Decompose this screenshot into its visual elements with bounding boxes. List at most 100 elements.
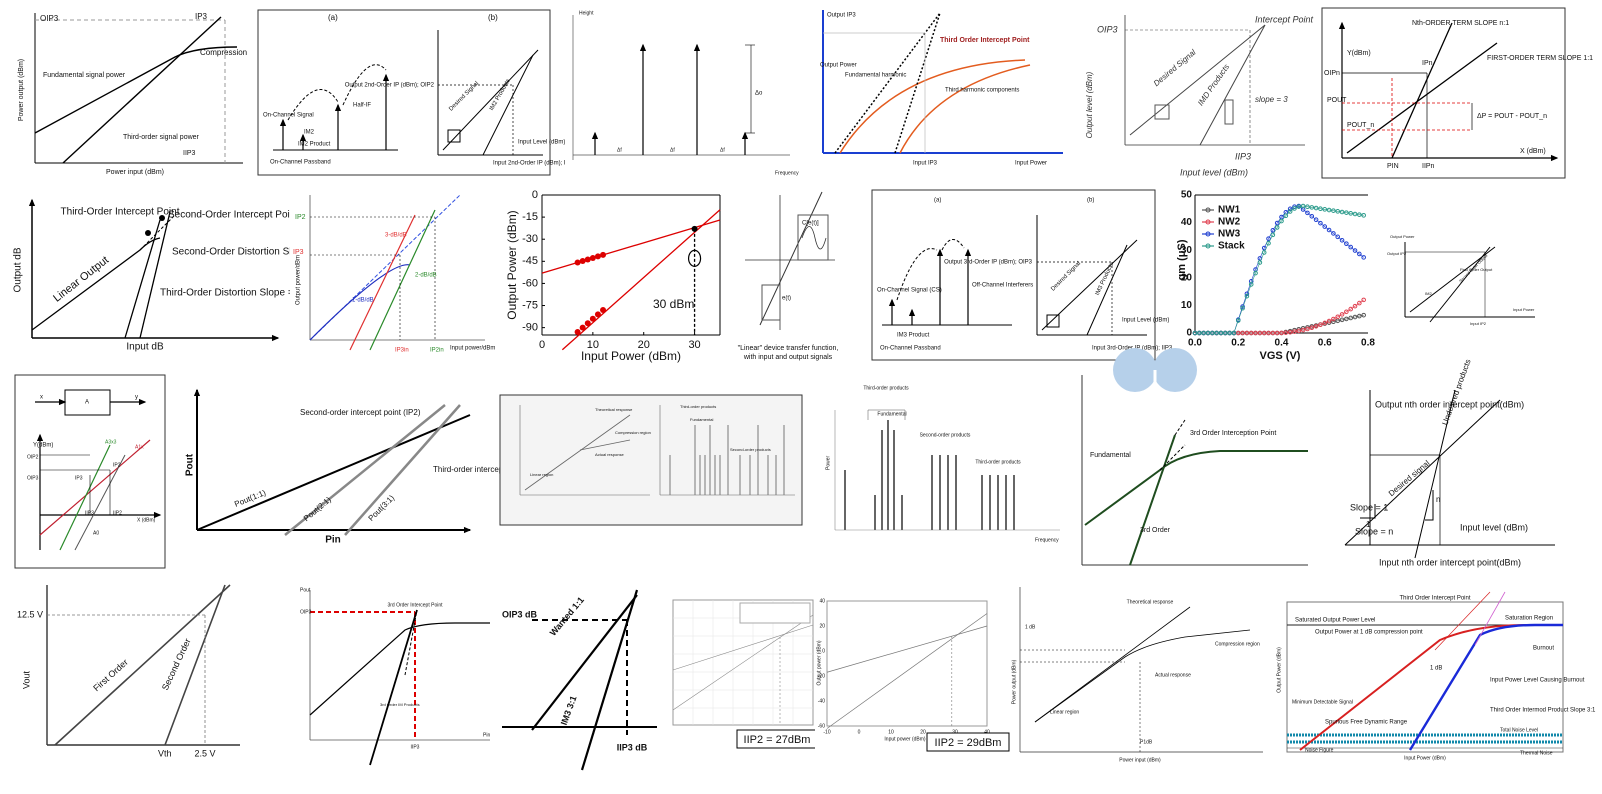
label: 3rd Order Interception Point bbox=[1190, 430, 1276, 437]
result-thumbnail[interactable]: IP2 IP3 3-dB/dB 2-dB/dB 1-dB/dB Output power/… bbox=[290, 190, 495, 360]
label: Output IP2 bbox=[1387, 251, 1407, 256]
result-thumbnail[interactable]: Output Power Output IP2 First Order Output… bbox=[1385, 232, 1540, 332]
label: P1dB bbox=[1140, 739, 1153, 745]
curve bbox=[687, 249, 702, 267]
label: Input Power (dBm) bbox=[1404, 755, 1446, 761]
label: 3rd Order IM Products bbox=[380, 702, 420, 707]
thumbnail-background bbox=[295, 585, 493, 765]
line bbox=[826, 625, 988, 673]
thumbnail-background bbox=[871, 189, 1156, 361]
curve bbox=[801, 226, 827, 250]
curve bbox=[741, 131, 749, 140]
result-thumbnail[interactable]: Output nth order intercept point(dBm)Und… bbox=[1330, 358, 1562, 570]
box bbox=[1286, 601, 1564, 753]
result-thumbnail[interactable]: Theoretical response Compression region Ac… bbox=[499, 394, 803, 526]
result-thumbnail[interactable]: Third-Order Intercept PointSecond-Order … bbox=[10, 190, 326, 360]
marker bbox=[1113, 348, 1157, 392]
label: 20 bbox=[638, 339, 650, 351]
marker bbox=[1292, 206, 1297, 211]
label: Fundamental bbox=[690, 417, 713, 422]
label: Second-Order Distortion Slope = 2 bbox=[172, 247, 326, 258]
result-thumbnail[interactable]: Nth-ORDER TERM SLOPE n:1 Y(dBm) FIRST-ORDE… bbox=[1321, 7, 1593, 179]
label: 0 bbox=[822, 648, 825, 654]
label: POUT bbox=[1327, 97, 1347, 104]
marker bbox=[1335, 234, 1341, 240]
line bbox=[54, 584, 231, 746]
marker bbox=[1248, 282, 1254, 287]
label: Input Power bbox=[1015, 161, 1047, 167]
result-thumbnail[interactable]: (a) (b) On-Channel Signal (CS) Off-Channel … bbox=[871, 189, 1173, 361]
curve bbox=[1360, 504, 1376, 519]
result-thumbnail[interactable]: Third Order Intercept Point Saturated Out… bbox=[1275, 590, 1596, 761]
label: Input level (dBm) bbox=[1460, 522, 1528, 532]
marker bbox=[1266, 240, 1271, 246]
label: Input power/dBm bbox=[450, 346, 495, 352]
thumbnail-background bbox=[1180, 190, 1370, 362]
result-thumbnail[interactable]: (a) (b) On-Channel Signal IM2 IM2 Product Hal… bbox=[257, 9, 575, 176]
result-thumbnail[interactable]: Theoretical response 1 dB Compression regi… bbox=[1011, 582, 1265, 763]
label: Nth-ORDER TERM SLOPE n:1 bbox=[1412, 20, 1509, 27]
marker bbox=[1313, 217, 1319, 223]
curve bbox=[36, 433, 44, 442]
label: NW2 bbox=[1218, 217, 1241, 228]
result-thumbnail[interactable]: 3rd Order Interception Point Fundamental 3… bbox=[1080, 348, 1310, 570]
label: Stack bbox=[1218, 241, 1245, 252]
curve bbox=[888, 298, 896, 307]
result-thumbnail[interactable]: Pout OIP3 3rd Order Intercept Point 3rd Ord… bbox=[295, 585, 493, 766]
line bbox=[1346, 42, 1498, 154]
curve bbox=[591, 131, 599, 140]
result-thumbnail[interactable]: x Ay Y(dBm) A3x3 A1x OIP2 IP2 OIP3 IP3 IIP3 IIP2 X … bbox=[14, 374, 166, 569]
label: 10 bbox=[888, 729, 894, 735]
result-thumbnail[interactable]: C[e(t)] e(t) "Linear" device transfer func… bbox=[738, 190, 840, 362]
marker bbox=[1322, 320, 1328, 326]
line bbox=[404, 609, 418, 676]
thumbnail-background bbox=[815, 5, 1067, 170]
label: -15 bbox=[522, 211, 538, 223]
result-thumbnail[interactable]: Output IP3 Output Power Third Order Interc… bbox=[815, 5, 1067, 170]
label: Third-order intercept point (IP3) bbox=[433, 465, 545, 474]
curve bbox=[299, 133, 307, 142]
curve bbox=[639, 43, 647, 52]
label: 0.0 bbox=[1188, 338, 1202, 349]
result-thumbnail[interactable]: OIP3 IP3 Compression Fundamental signal pow… bbox=[15, 5, 247, 178]
curve bbox=[463, 526, 472, 534]
label: OIP3 bbox=[27, 475, 39, 481]
marker bbox=[1279, 218, 1284, 224]
label: Output 3rd-Order IP (dBm); OIP3 bbox=[944, 260, 1033, 266]
result-thumbnail[interactable]: Third-order products Fundamental Second-or… bbox=[820, 380, 1065, 550]
label: On-Channel Signal (CS) bbox=[877, 288, 942, 294]
result-thumbnail[interactable]: IIP2 = 27dBm bbox=[665, 595, 818, 775]
curve bbox=[1338, 21, 1346, 30]
label: IP2 bbox=[295, 214, 306, 221]
label: Input level (dBm) bbox=[1180, 167, 1248, 177]
marker bbox=[574, 259, 581, 266]
label: IIP3 bbox=[411, 744, 420, 750]
curve bbox=[28, 198, 36, 207]
label: IM2 bbox=[1425, 291, 1432, 296]
result-thumbnail[interactable]: Pout Pin Second-order intercept point (IP2… bbox=[185, 385, 545, 546]
curve bbox=[334, 103, 342, 112]
label: 2-dB/dB bbox=[415, 273, 437, 279]
label: IP3 bbox=[293, 249, 304, 256]
label: Pout bbox=[300, 587, 311, 593]
label: IIP3 bbox=[183, 150, 196, 157]
label: A3x3 bbox=[105, 439, 117, 445]
label: 40 bbox=[1181, 217, 1193, 228]
marker bbox=[1274, 225, 1280, 230]
marker bbox=[1326, 227, 1332, 233]
label: Intercept Point bbox=[1255, 14, 1314, 24]
marker bbox=[584, 256, 591, 263]
label: Output dB bbox=[13, 247, 24, 292]
marker bbox=[1357, 251, 1362, 257]
result-thumbnail[interactable]: Height Frequency Δo Δf Δf Δf bbox=[565, 5, 800, 178]
line bbox=[62, 16, 222, 164]
result-thumbnail[interactable]: 50 40 30 20 10 00.0 0.2 0.4 0.6 0.8 NW1NW2NW3Stack… bbox=[1176, 190, 1375, 362]
result-thumbnail[interactable]: 40 20 0 -20 -40 -60-10 0 10 20 30 40 Output power (… bbox=[815, 598, 1010, 778]
label: 1 bbox=[1366, 520, 1371, 529]
label: ΔP = POUT - POUT_n bbox=[1477, 113, 1547, 120]
label: Off-Channel Interferers bbox=[972, 283, 1033, 289]
